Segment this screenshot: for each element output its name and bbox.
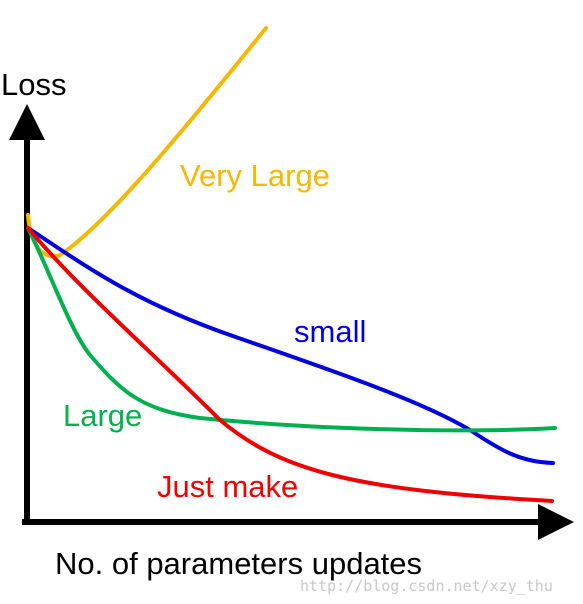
large-curve [26, 226, 557, 433]
small-curve [26, 226, 555, 465]
very-large-label: Very Large [180, 158, 330, 193]
x-axis-label: No. of parameters updates [55, 546, 422, 581]
just-make-label: Just make [157, 469, 298, 504]
y-axis-label: Loss [1, 67, 66, 102]
very-large-curve [26, 26, 268, 259]
small-label: small [294, 314, 366, 349]
just-make-curve [26, 226, 554, 503]
watermark: http://blog.csdn.net/xzy_thu [300, 577, 553, 595]
large-label: Large [63, 398, 142, 433]
